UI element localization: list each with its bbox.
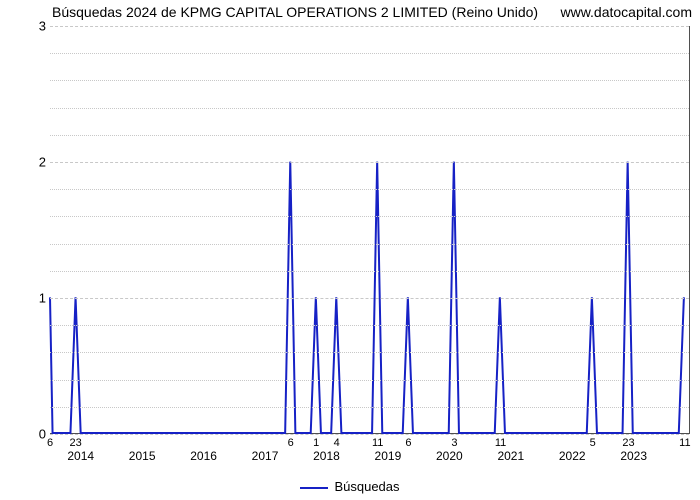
x-tick-minor: 5: [590, 437, 596, 449]
x-tick-year: 2014: [67, 449, 94, 463]
y-gridline-major: [50, 162, 689, 163]
x-tick-year: 2019: [375, 449, 402, 463]
x-tick-year: 2016: [190, 449, 217, 463]
x-tick-minor: 3: [451, 437, 457, 449]
y-gridline-minor: [50, 407, 689, 408]
y-gridline-minor: [50, 325, 689, 326]
legend-label: Búsquedas: [334, 479, 399, 494]
plot-area: 2014201520162017201820192020202120222023…: [50, 26, 690, 434]
y-gridline-minor: [50, 380, 689, 381]
x-tick-minor: 23: [69, 437, 81, 449]
x-tick-year: 2023: [620, 449, 647, 463]
x-tick-year: 2022: [559, 449, 586, 463]
x-tick-minor: 11: [679, 437, 690, 449]
x-tick-year: 2017: [252, 449, 279, 463]
x-tick-year: 2015: [129, 449, 156, 463]
y-gridline-minor: [50, 80, 689, 81]
legend: Búsquedas: [0, 479, 700, 494]
y-gridline-minor: [50, 352, 689, 353]
x-tick-minor: 11: [495, 437, 506, 449]
y-tick-label: 0: [39, 427, 46, 442]
x-tick-minor: 4: [334, 437, 340, 449]
x-tick-year: 2021: [497, 449, 524, 463]
y-gridline-minor: [50, 135, 689, 136]
watermark-text: www.datocapital.com: [560, 4, 692, 20]
x-tick-minor: 6: [288, 437, 294, 449]
x-tick-minor: 23: [622, 437, 634, 449]
y-tick-label: 3: [39, 19, 46, 34]
y-gridline-minor: [50, 271, 689, 272]
y-gridline-minor: [50, 108, 689, 109]
y-tick-label: 2: [39, 155, 46, 170]
x-tick-minor: 6: [405, 437, 411, 449]
x-tick-year: 2018: [313, 449, 340, 463]
y-gridline-minor: [50, 216, 689, 217]
y-gridline-minor: [50, 244, 689, 245]
y-tick-label: 1: [39, 291, 46, 306]
series-line: [50, 26, 689, 433]
y-gridline-major: [50, 434, 689, 435]
legend-swatch: [300, 487, 328, 489]
x-tick-minor: 6: [47, 437, 53, 449]
y-gridline-minor: [50, 189, 689, 190]
y-gridline-minor: [50, 53, 689, 54]
x-tick-minor: 1: [313, 437, 319, 449]
y-gridline-major: [50, 298, 689, 299]
x-tick-minor: 11: [372, 437, 383, 449]
x-tick-year: 2020: [436, 449, 463, 463]
chart-title: Búsquedas 2024 de KPMG CAPITAL OPERATION…: [52, 4, 538, 20]
y-gridline-major: [50, 26, 689, 27]
